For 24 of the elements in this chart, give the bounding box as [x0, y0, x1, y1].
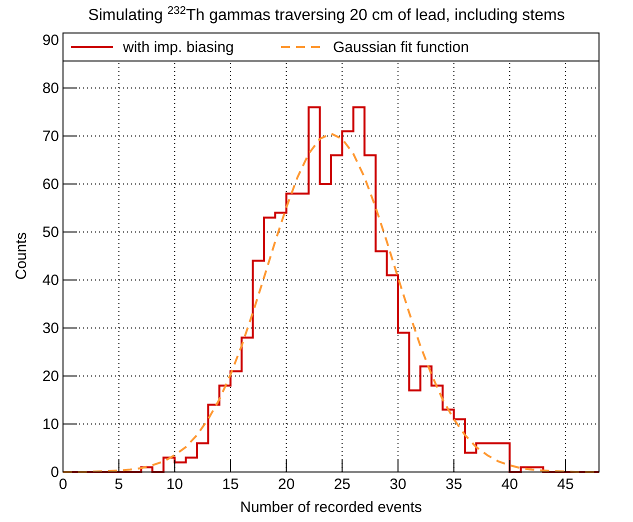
x-tick-label: 10	[166, 476, 184, 493]
y-tick-label: 90	[42, 32, 59, 49]
x-axis-title: Number of recorded events	[240, 499, 422, 516]
y-tick-label: 40	[42, 272, 59, 289]
y-tick-label: 50	[42, 224, 59, 241]
x-tick-label: 5	[114, 476, 124, 493]
y-tick-label: 10	[42, 416, 59, 433]
x-tick-label: 15	[222, 476, 239, 493]
x-tick-label: 35	[445, 476, 462, 493]
legend-label: with imp. biasing	[122, 39, 234, 56]
chart-title: Simulating $^{232}$Th gammas traversing 20 cm of lead, including stems	[88, 5, 565, 24]
y-tick-label: 60	[42, 176, 59, 193]
y-tick-label: 0	[50, 464, 59, 481]
y-tick-label: 30	[42, 320, 59, 337]
y-tick-label: 20	[42, 368, 59, 385]
x-tick-label: 20	[278, 476, 295, 493]
legend-label: Gaussian fit function	[333, 39, 469, 56]
y-tick-label: 70	[42, 128, 59, 145]
y-tick-label: 80	[42, 80, 59, 97]
x-tick-label: 40	[501, 476, 518, 493]
x-tick-label: 25	[334, 476, 351, 493]
y-axis-title: Counts	[13, 232, 30, 280]
x-tick-label: 45	[557, 476, 574, 493]
x-tick-label: 30	[390, 476, 406, 493]
